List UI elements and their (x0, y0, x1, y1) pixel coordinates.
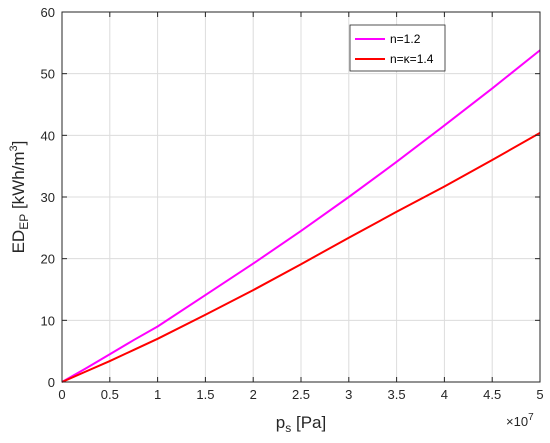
y-tick-label-10: 10 (41, 313, 55, 328)
x-tick-label-1-5: 1.5 (196, 387, 214, 402)
y-tick-label-30: 30 (41, 190, 55, 205)
legend: n=1.2 n=κ=1.4 (349, 24, 446, 72)
x-tick-label-5: 5 (536, 387, 543, 402)
x-tick-label-1: 1 (154, 387, 161, 402)
y-tick-label-40: 40 (41, 128, 55, 143)
x-tick-label-3: 3 (345, 387, 352, 402)
x-tick-label-2-5: 2.5 (292, 387, 310, 402)
x-tick-label-0: 0 (58, 387, 65, 402)
x-tick-label-3-5: 3.5 (388, 387, 406, 402)
x-tick-label-0-5: 0.5 (101, 387, 119, 402)
x-tick-label-2: 2 (250, 387, 257, 402)
legend-label-n-1-2: n=1.2 (390, 32, 421, 46)
series-line-n-1-2 (61, 49, 541, 383)
x-axis-label-subscript: s (285, 421, 291, 435)
series-line-n-kappa-1-4 (61, 132, 541, 383)
y-tick-label-20: 20 (41, 252, 55, 267)
legend-box (349, 24, 446, 72)
y-tick-label-60: 60 (41, 5, 55, 20)
series-lines (61, 49, 541, 383)
x-axis-exponent: ×107 (506, 412, 534, 429)
y-axis-label-subscript: EP (17, 214, 31, 230)
y-tick-label-50: 50 (41, 67, 55, 82)
y-axis-label: EDEP [kWh/m3] (8, 141, 31, 254)
x-tick-label-4-5: 4.5 (483, 387, 501, 402)
x-tick-label-4: 4 (441, 387, 448, 402)
x-axis-label: ps [Pa] (276, 413, 326, 435)
y-tick-label-0: 0 (48, 375, 55, 390)
legend-label-n-kappa-1-4: n=κ=1.4 (390, 52, 434, 66)
